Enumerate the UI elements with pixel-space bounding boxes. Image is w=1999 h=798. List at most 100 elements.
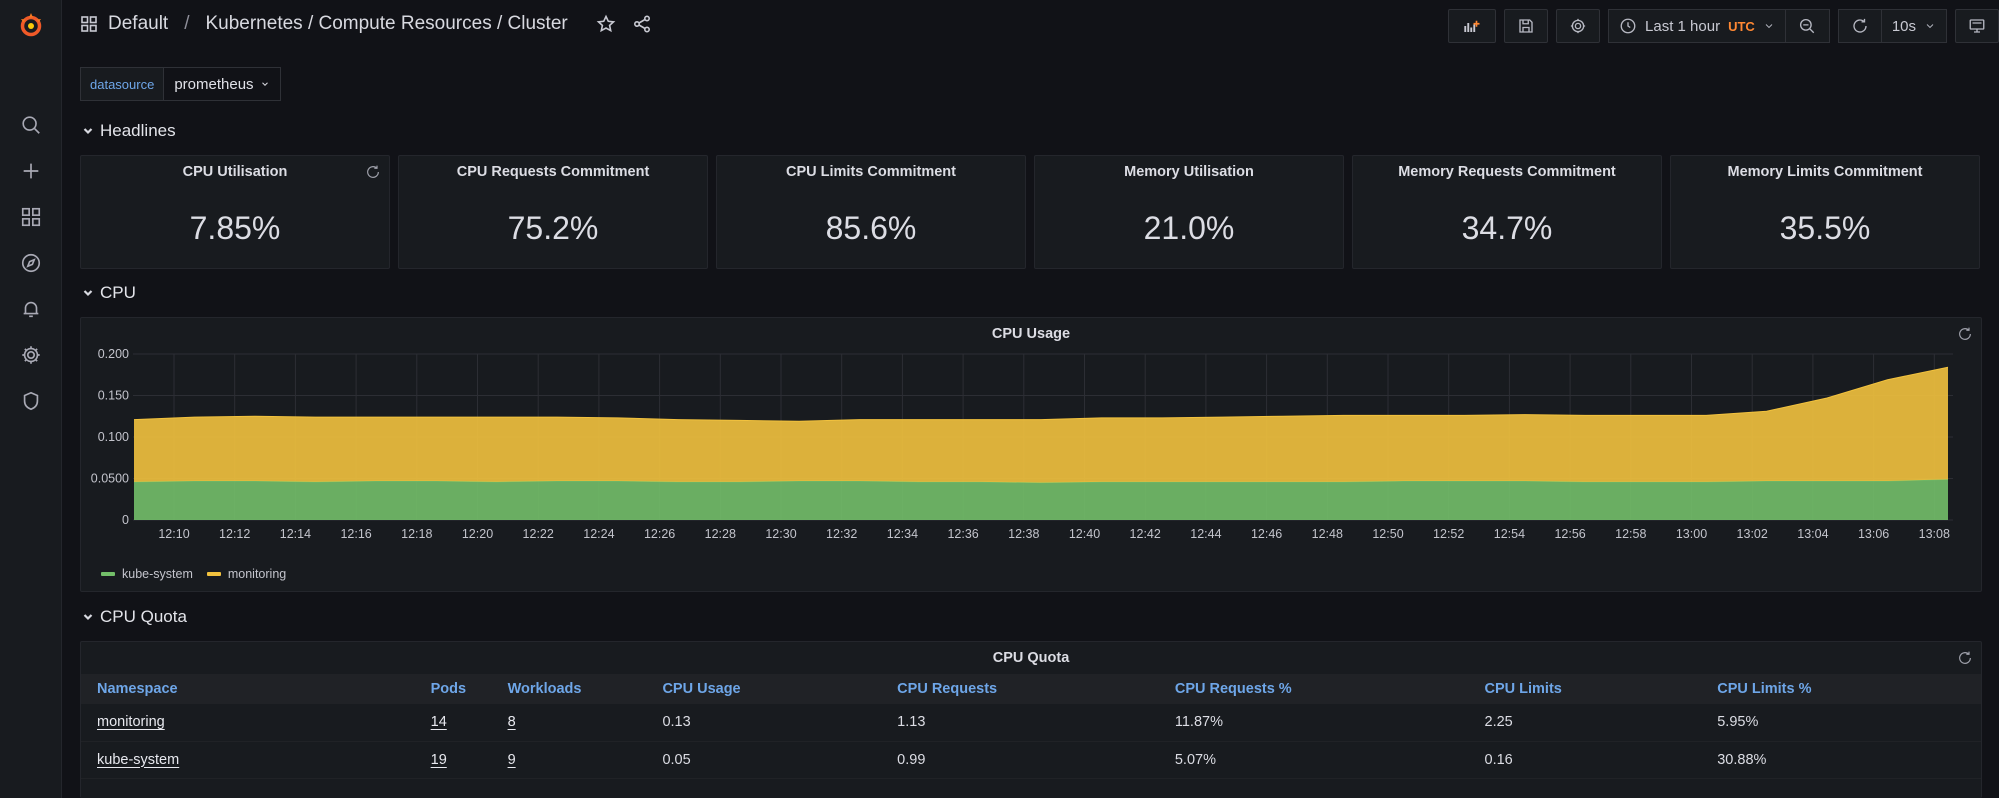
add-panel-button[interactable] [1448,9,1497,43]
area-series-monitoring[interactable] [134,367,1948,483]
time-range-picker[interactable]: Last 1 hour UTC [1608,9,1786,43]
workloads-link[interactable]: 8 [507,714,516,731]
x-tick-label: 12:50 [1372,527,1403,541]
chevron-down-icon [261,82,268,86]
workloads-link[interactable]: 9 [507,751,516,768]
column-header[interactable]: CPU Requests [897,674,1175,704]
namespace-link[interactable]: monitoring [97,714,165,731]
table-row: monitoring 14 8 0.13 1.13 11.87% 2.25 5.95% [81,704,1981,742]
panel-title[interactable]: CPU Utilisation [182,164,288,180]
chart-legend: kube-system monitoring [101,567,286,581]
explore-nav[interactable] [0,245,62,281]
x-tick-label: 12:16 [340,527,371,541]
zoom-out-button[interactable] [1785,9,1830,43]
stat-value: 7.85% [189,210,281,246]
y-tick-label: 0 [122,513,129,527]
breadcrumb-folder[interactable]: Default [108,13,169,34]
dashboard-title[interactable]: Kubernetes / Compute Resources / Cluster [205,13,568,34]
x-tick-label: 12:34 [887,527,918,541]
table-cell: 0.16 [1484,741,1718,779]
x-tick-label: 12:12 [219,527,250,541]
time-range-label: Last 1 hour [1645,17,1721,35]
namespace-link[interactable]: kube-system [97,751,180,768]
x-tick-label: 12:28 [705,527,736,541]
refresh-button[interactable] [1837,9,1882,43]
save-dashboard-button[interactable] [1504,9,1549,43]
dashboards-nav[interactable] [0,199,62,235]
star-icon[interactable] [596,14,616,34]
x-tick-label: 12:38 [1008,527,1039,541]
table-cell: 11.87% [1174,704,1485,742]
legend-item-monitoring[interactable]: monitoring [206,567,286,581]
table-cell: 0.05 [662,741,898,779]
refresh-icon [1959,651,1971,664]
search-icon [22,116,40,134]
row-cpu-quota[interactable]: CPU Quota [82,607,187,627]
stat-panel: CPU Utilisation 7.85% [80,155,390,269]
column-header[interactable]: Namespace [81,674,431,704]
stat-value: 21.0% [1143,210,1235,246]
x-tick-label: 12:52 [1433,527,1464,541]
server-admin-nav[interactable] [0,383,62,419]
panel-title[interactable]: CPU Limits Commitment [786,164,956,180]
row-headlines[interactable]: Headlines [82,121,176,141]
stat-value: 75.2% [507,210,599,246]
tv-mode-button[interactable] [1955,9,1999,43]
sidebar [0,0,62,798]
legend-label: kube-system [122,567,193,581]
x-tick-label: 13:04 [1797,527,1828,541]
table-cell: 5.07% [1174,741,1485,779]
cpu-quota-panel: CPU Quota Namespace Pods Workloads CPU Usag… [80,641,1982,798]
panel-title[interactable]: CPU Requests Commitment [456,164,650,180]
breadcrumb-separator: / [184,13,190,34]
refresh-interval-label: 10s [1891,17,1916,35]
column-header[interactable]: CPU Usage [662,674,898,704]
bell-icon [23,301,39,318]
table-cell: 14 [430,704,508,742]
panel-title[interactable]: CPU Quota [992,650,1070,666]
create-nav[interactable] [0,153,62,189]
x-tick-label: 12:58 [1615,527,1646,541]
column-header[interactable]: CPU Limits [1484,674,1718,704]
panel-title[interactable]: Memory Utilisation [1124,164,1254,180]
cpu-quota-table: Namespace Pods Workloads CPU Usage CPU Reque… [81,674,1981,779]
monitor-icon [1969,19,1985,33]
row-title-headlines: Headlines [100,121,176,140]
stat-value: 85.6% [825,210,917,246]
x-tick-label: 12:24 [583,527,614,541]
refresh-interval-picker[interactable]: 10s [1881,9,1947,43]
pods-link[interactable]: 14 [430,714,447,731]
grafana-logo-icon[interactable] [17,11,45,39]
table-cell: 1.13 [897,704,1175,742]
x-tick-label: 12:26 [644,527,675,541]
panel-title[interactable]: Memory Limits Commitment [1727,164,1923,180]
column-header[interactable]: Workloads [507,674,663,704]
stat-panel: Memory Requests Commitment 34.7% [1352,155,1662,269]
refresh-icon [367,165,379,178]
column-header[interactable]: CPU Limits % [1717,674,1981,704]
area-series-kube-system[interactable] [134,479,1948,520]
legend-item-kube-system[interactable]: kube-system [101,567,193,581]
panel-title[interactable]: Memory Requests Commitment [1398,164,1616,180]
dashboard-settings-button[interactable] [1556,9,1601,43]
alerting-nav[interactable] [0,291,62,327]
datasource-select[interactable]: prometheus [164,67,281,101]
column-header[interactable]: Pods [430,674,508,704]
panel-title[interactable]: CPU Usage [991,326,1071,342]
column-header[interactable]: CPU Requests % [1174,674,1485,704]
configuration-nav[interactable] [0,337,62,373]
x-tick-label: 12:48 [1312,527,1343,541]
variable-datasource: datasource prometheus [80,67,281,101]
zoom-out-icon [1800,18,1815,34]
pods-link[interactable]: 19 [430,751,447,768]
table-cell: 5.95% [1717,704,1981,742]
legend-swatch [206,572,221,576]
compass-icon [21,253,41,273]
share-icon[interactable] [632,14,652,34]
search-nav[interactable] [0,107,62,143]
chevron-down-icon [83,614,93,621]
cpu-usage-chart[interactable]: 0 0.0500 0.100 0.150 0.200 12:10 12:12 12:14 12:… [81,348,1983,568]
stat-panel: CPU Requests Commitment 75.2% [398,155,708,269]
row-cpu[interactable]: CPU [82,283,136,303]
refresh-icon [1959,327,1971,340]
